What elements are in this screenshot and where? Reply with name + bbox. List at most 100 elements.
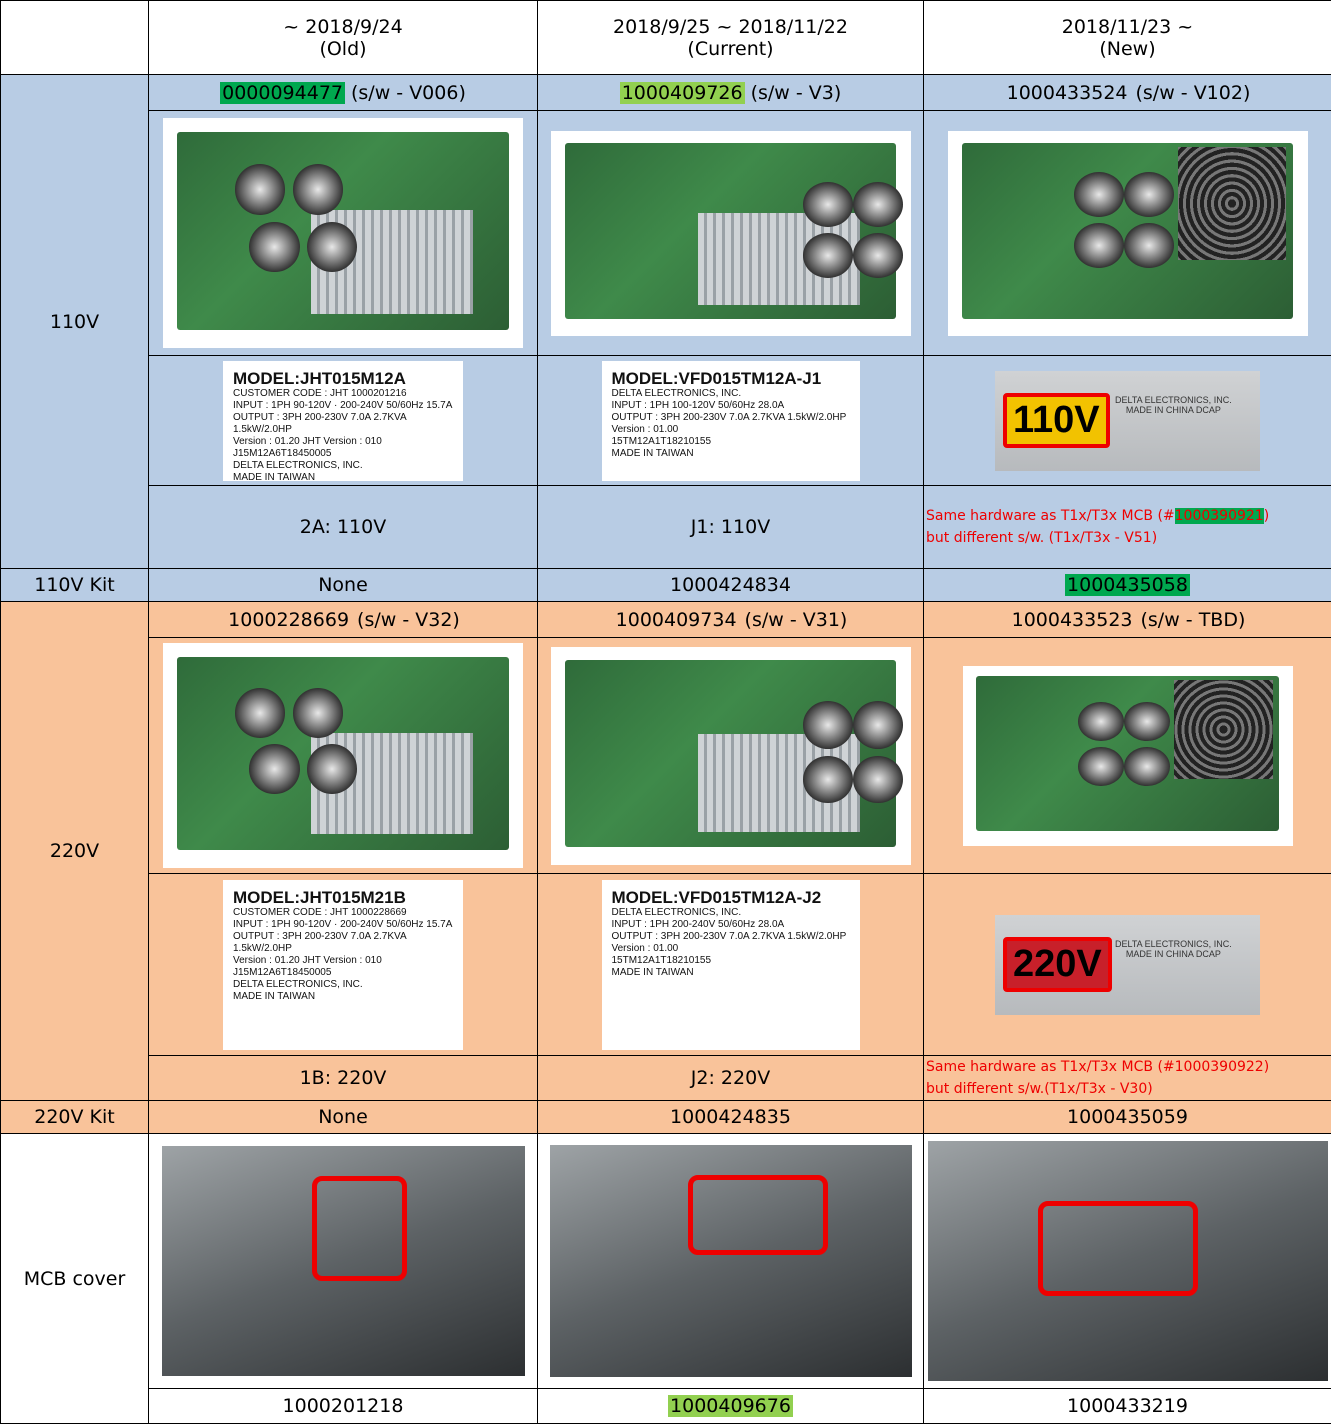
capacitor <box>1078 702 1124 742</box>
photo-cell <box>538 638 924 874</box>
capacitor <box>853 701 903 749</box>
capacitor <box>803 756 853 804</box>
highlight-box <box>1038 1201 1198 1296</box>
nameplate-line: INPUT : 1PH 100-120V 50/60Hz 28.0A <box>612 400 850 412</box>
nameplate-line: MODEL:JHT015M12A <box>233 369 453 388</box>
mcb-number-cell: 1000409676 <box>538 1389 924 1424</box>
capacitor <box>1124 223 1174 268</box>
nameplate-line: MADE IN TAIWAN <box>612 448 850 460</box>
capacitor <box>249 222 299 273</box>
note-line: but different s/w.(T1x/T3x - V30) <box>926 1078 1331 1100</box>
voltage-badge: 220V <box>1003 937 1112 992</box>
nameplate-line: J15M12A6T18450005 <box>233 967 453 979</box>
software-version: (s/w - V102) <box>1136 82 1251 104</box>
nameplate-line: MADE IN TAIWAN <box>233 991 453 1003</box>
mcb-photo-cell <box>538 1134 924 1389</box>
note-line: but different s/w. (T1x/T3x - V51) <box>926 527 1331 549</box>
nameplate-text: DELTA ELECTRONICS, INC.MADE IN CHINA DCA… <box>1115 939 1232 959</box>
nameplate-line: OUTPUT : 3PH 200-230V 7.0A 2.7KVA 1.5kW/… <box>612 931 850 943</box>
photo-cell <box>538 111 924 356</box>
part-number: 1000409726 <box>620 82 745 104</box>
board-photo <box>551 131 911 336</box>
header-cell: 2018/9/25 ~ 2018/11/22(Current) <box>538 1 924 75</box>
period-label: (Old) <box>149 38 537 60</box>
part-number: None <box>316 1106 370 1128</box>
nameplate-line: DELTA ELECTRONICS, INC. <box>612 907 850 919</box>
kit-cell: None <box>149 569 538 602</box>
nameplate-line: 15TM12A1T18210155 <box>612 955 850 967</box>
note: J1: 110V <box>691 516 770 538</box>
photo-cell <box>924 111 1331 356</box>
nameplate-line: MODEL:JHT015M21B <box>233 888 453 907</box>
software-version: (s/w - V31) <box>745 609 848 631</box>
kit-cell: None <box>149 1101 538 1134</box>
nameplate-line: MADE IN TAIWAN <box>233 472 453 484</box>
mcb-number-cell: 1000201218 <box>149 1389 538 1424</box>
note-text: ) <box>1264 508 1269 524</box>
note-text: 1000390921 <box>1175 508 1264 524</box>
capacitor <box>249 744 299 794</box>
capacitor <box>1074 223 1124 268</box>
period-date: ~ 2018/9/24 <box>149 16 537 38</box>
note-line: Same hardware as T1x/T3x MCB (#100039092… <box>926 505 1331 527</box>
mcb-photo-cell <box>924 1134 1331 1389</box>
row <box>1 111 1331 356</box>
nameplate-line: Version : 01.20 JHT Version : 010 <box>233 436 453 448</box>
capacitor <box>803 233 853 278</box>
photo-cell <box>924 638 1331 874</box>
capacitor <box>803 182 853 227</box>
nameplate-line: DELTA ELECTRONICS, INC. <box>1115 395 1232 405</box>
nameplate-line: INPUT : 1PH 90-120V · 200-240V 50/60Hz 1… <box>233 919 453 931</box>
nameplate-line: OUTPUT : 3PH 200-230V 7.0A 2.7KVA 1.5kW/… <box>233 412 453 436</box>
note-text: Same hardware as T1x/T3x MCB (# <box>926 508 1175 524</box>
capacitor <box>307 222 357 273</box>
capacitor <box>293 164 343 215</box>
capacitor <box>1078 747 1124 787</box>
corner-cell <box>1 1 149 75</box>
note: 2A: 110V <box>300 516 386 538</box>
part-number: None <box>316 574 370 596</box>
nameplate-line: CUSTOMER CODE : JHT 1000201216 <box>233 388 453 400</box>
capacitor <box>1074 172 1124 217</box>
photo-cell <box>149 638 538 874</box>
board-photo <box>163 643 523 868</box>
note-cell: J1: 110V <box>538 486 924 569</box>
capacitor <box>853 182 903 227</box>
photo-cell <box>149 111 538 356</box>
part-cell: 0000094477(s/w - V006) <box>149 75 538 111</box>
highlight-box <box>688 1175 828 1255</box>
mcb-photo-cell <box>149 1134 538 1389</box>
kit-cell: 1000435059 <box>924 1101 1331 1134</box>
note-cell: 1B: 220V <box>149 1056 538 1101</box>
heatsink <box>1178 147 1286 260</box>
period-date: 2018/9/25 ~ 2018/11/22 <box>538 16 923 38</box>
nameplate-line: CUSTOMER CODE : JHT 1000228669 <box>233 907 453 919</box>
highlight-box <box>312 1176 407 1281</box>
capacitor <box>235 164 285 215</box>
nameplate-text: DELTA ELECTRONICS, INC.MADE IN CHINA DCA… <box>1115 395 1232 415</box>
nameplate-line: INPUT : 1PH 90-120V · 200-240V 50/60Hz 1… <box>233 400 453 412</box>
nameplate-line: MODEL:VFD015TM12A-J1 <box>612 369 850 388</box>
part-number: 1000433524 <box>1005 82 1130 104</box>
row: 2A: 110V J1: 110V Same hardware as T1x/T3x… <box>1 486 1331 569</box>
note-cell: J2: 220V <box>538 1056 924 1101</box>
nameplate-line: 15TM12A1T18210155 <box>612 436 850 448</box>
nameplate-line: DELTA ELECTRONICS, INC. <box>1115 939 1232 949</box>
note: J2: 220V <box>691 1067 770 1089</box>
nameplate-line: OUTPUT : 3PH 200-230V 7.0A 2.7KVA 1.5kW/… <box>233 931 453 955</box>
kit-label: 110V Kit <box>1 569 149 602</box>
row <box>1 638 1331 874</box>
